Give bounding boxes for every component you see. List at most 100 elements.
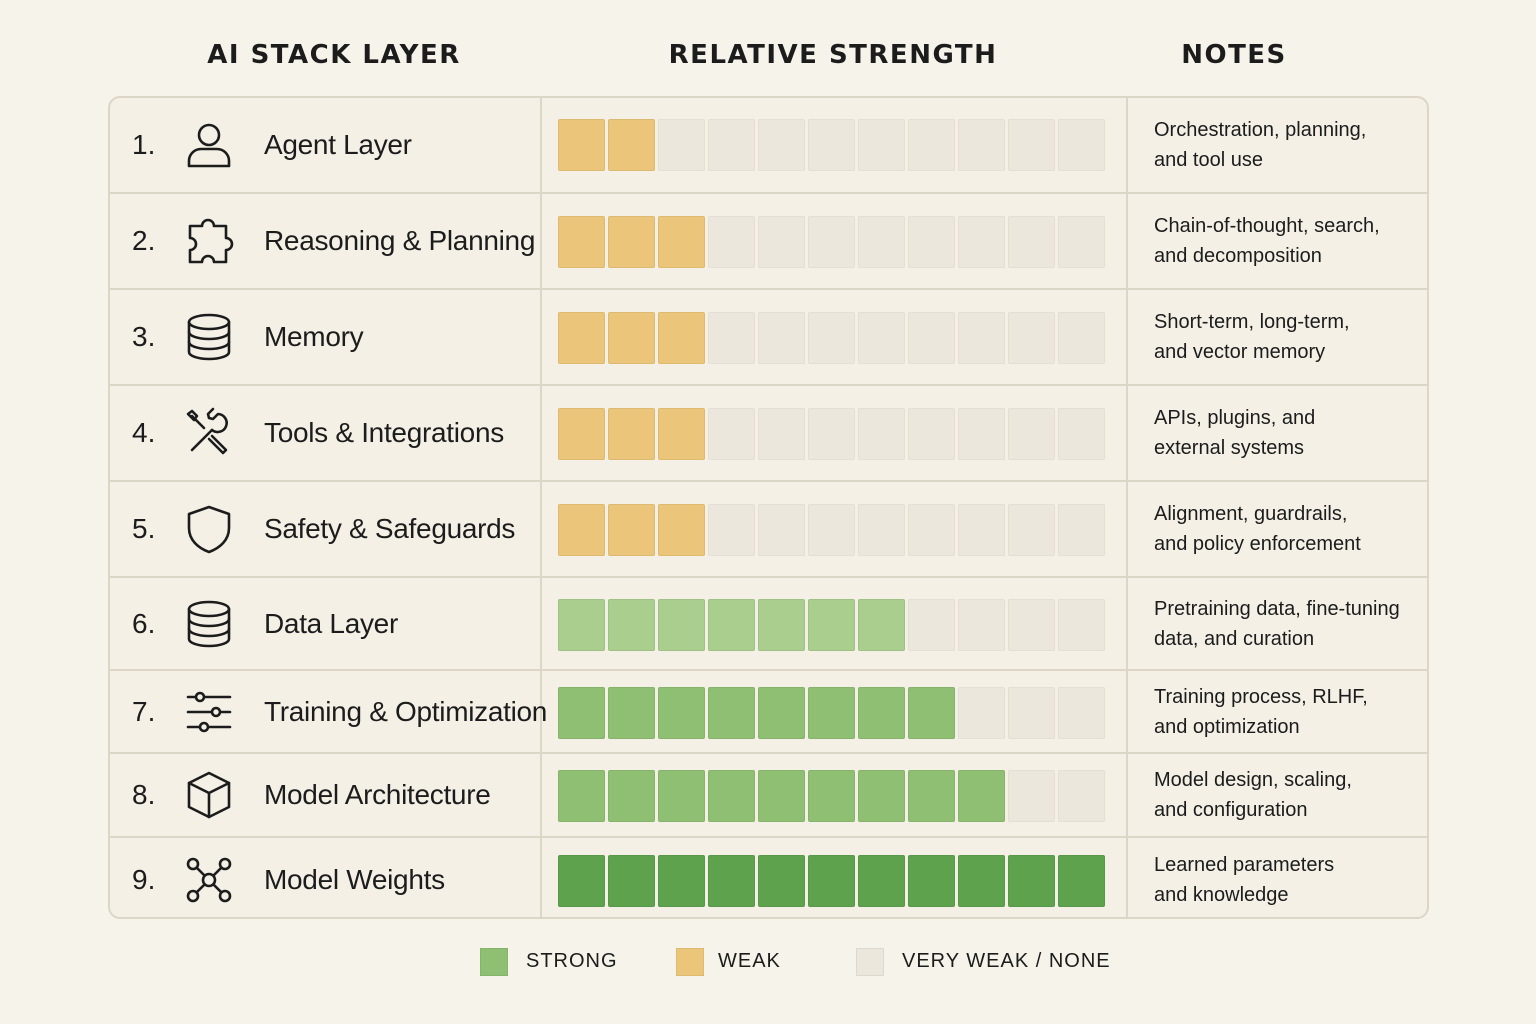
table-row: 7. Training & Optimization Training proces… xyxy=(110,669,1427,752)
strength-block-filled xyxy=(1058,854,1105,907)
strength-block-filled xyxy=(608,504,655,556)
header-notes: NOTES xyxy=(1181,40,1287,70)
strength-block-filled xyxy=(558,216,605,268)
row-note-line: data, and curation xyxy=(1154,627,1315,650)
strength-block-filled xyxy=(658,312,705,364)
strength-block-filled xyxy=(708,598,755,651)
strength-block-filled xyxy=(608,598,655,651)
strength-block-filled xyxy=(958,854,1005,907)
row-number: 6. xyxy=(132,607,156,639)
row-number: 1. xyxy=(132,129,156,160)
row-note-line: and vector memory xyxy=(1154,341,1326,363)
strength-block-empty xyxy=(858,119,905,171)
strength-block-filled xyxy=(658,686,705,739)
stack-table: 1. Agent Layer Orchestration, planning, and… xyxy=(108,96,1429,919)
strength-block-filled xyxy=(908,770,955,822)
strength-block-empty xyxy=(808,119,855,171)
row-label: Reasoning & Planning xyxy=(264,225,536,256)
strength-block-filled xyxy=(858,770,905,822)
row-note-line: Orchestration, planning, xyxy=(1154,119,1367,141)
strength-block-empty xyxy=(1058,216,1105,268)
strength-block-filled xyxy=(658,598,705,651)
strength-block-empty xyxy=(958,598,1005,651)
strength-block-empty xyxy=(908,408,955,460)
row-label: Memory xyxy=(264,321,364,352)
row-label: Agent Layer xyxy=(264,129,412,160)
strength-block-empty xyxy=(1058,119,1105,171)
strength-block-empty xyxy=(1008,312,1055,364)
strength-block-filled xyxy=(758,598,805,651)
row-note: Training process, RLHF, and optimization xyxy=(1154,682,1426,742)
strength-block-filled xyxy=(708,854,755,907)
row-note-line: APIs, plugins, and xyxy=(1154,407,1316,429)
tools-icon xyxy=(182,406,236,460)
strength-block-empty xyxy=(1008,598,1055,651)
row-label: Data Layer xyxy=(264,607,398,639)
strength-block-filled xyxy=(608,312,655,364)
strength-block-filled xyxy=(958,770,1005,822)
strength-block-filled xyxy=(808,598,855,651)
strength-block-empty xyxy=(958,504,1005,556)
row-note-line: Model design, scaling, xyxy=(1154,769,1352,791)
strength-block-filled xyxy=(608,216,655,268)
strength-block-empty xyxy=(808,216,855,268)
cube-icon xyxy=(182,768,236,822)
strength-block-filled xyxy=(558,686,605,739)
row-note: Orchestration, planning, and tool use xyxy=(1154,115,1426,175)
strength-block-filled xyxy=(758,770,805,822)
strength-block-empty xyxy=(1058,504,1105,556)
strength-block-filled xyxy=(758,686,805,739)
strength-block-filled xyxy=(558,854,605,907)
strength-block-empty xyxy=(1058,408,1105,460)
strength-block-filled xyxy=(558,119,605,171)
table-row: 5. Safety & Safeguards Alignment, guardrai… xyxy=(110,480,1427,576)
puzzle-icon xyxy=(182,214,236,268)
row-note: Model design, scaling, and configuration xyxy=(1154,765,1426,825)
strength-block-filled xyxy=(608,854,655,907)
row-number: 8. xyxy=(132,779,156,810)
row-note-line: and tool use xyxy=(1154,149,1263,171)
strength-block-filled xyxy=(1008,854,1055,907)
strength-block-filled xyxy=(608,408,655,460)
strength-block-empty xyxy=(808,504,855,556)
strength-block-empty xyxy=(708,408,755,460)
database-icon xyxy=(182,597,236,651)
legend-label-strong: STRONG xyxy=(526,950,618,972)
table-row: 4. Tools & Integrations APIs, plugins, and… xyxy=(110,384,1427,480)
strength-block-empty xyxy=(1008,408,1055,460)
strength-block-filled xyxy=(608,770,655,822)
strength-block-empty xyxy=(758,119,805,171)
row-number: 2. xyxy=(132,225,156,256)
strength-block-filled xyxy=(708,770,755,822)
row-note: APIs, plugins, and external systems xyxy=(1154,403,1426,463)
network-icon xyxy=(182,853,236,907)
row-note: Short-term, long-term, and vector memory xyxy=(1154,307,1426,367)
row-note-line: Learned parameters xyxy=(1154,853,1335,876)
strength-block-filled xyxy=(658,504,705,556)
strength-block-empty xyxy=(858,504,905,556)
strength-block-empty xyxy=(708,119,755,171)
row-note-line: Chain-of-thought, search, xyxy=(1154,215,1380,237)
row-number: 3. xyxy=(132,321,156,352)
column-divider xyxy=(1126,98,1128,917)
strength-block-empty xyxy=(1008,686,1055,739)
strength-block-empty xyxy=(858,408,905,460)
strength-block-filled xyxy=(858,686,905,739)
strength-block-filled xyxy=(758,854,805,907)
strength-block-filled xyxy=(558,770,605,822)
strength-block-empty xyxy=(1058,686,1105,739)
strength-block-filled xyxy=(808,854,855,907)
database-icon xyxy=(182,310,236,364)
table-row: 6. Data Layer Pretraining data, fine-tunin… xyxy=(110,576,1427,669)
strength-block-empty xyxy=(658,119,705,171)
strength-block-empty xyxy=(758,504,805,556)
table-row: 1. Agent Layer Orchestration, planning, and… xyxy=(110,98,1427,192)
strength-block-filled xyxy=(808,770,855,822)
row-label: Training & Optimization xyxy=(264,695,548,727)
strength-block-empty xyxy=(1008,504,1055,556)
row-note-line: and decomposition xyxy=(1154,245,1322,267)
table-row: 3. Memory Short-term, long-term, and vector… xyxy=(110,288,1427,384)
row-note-line: Pretraining data, fine-tuning xyxy=(1154,597,1400,620)
user-icon xyxy=(182,118,236,172)
row-label: Model Architecture xyxy=(264,779,491,810)
